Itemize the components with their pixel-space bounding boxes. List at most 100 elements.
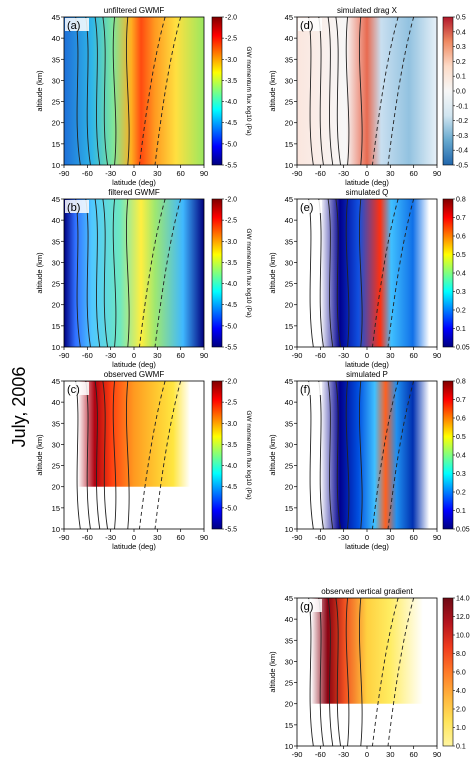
x-tick-label: -30 — [105, 351, 116, 360]
contour-line-solid — [358, 380, 363, 530]
colorbar-tick-label: -3.5 — [225, 78, 237, 85]
colorbar — [442, 198, 454, 348]
colorbar-tick-label: -3.0 — [225, 57, 237, 64]
panel-d: simulated drag X (d) -90 -60 -30 0 30 60 90 latit… — [268, 6, 468, 187]
x-tick-label: -30 — [338, 750, 349, 759]
contour-line-solid — [308, 16, 314, 166]
colorbar-tick-label: 0.2 — [456, 308, 466, 315]
y-tick-label: 15 — [285, 140, 293, 149]
colorbar-tick-label: 1.0 — [456, 725, 466, 732]
contour-line-solid — [85, 198, 91, 348]
colorbar-tick-label: -0.4 — [456, 148, 468, 155]
y-tick-label: 10 — [285, 525, 293, 534]
x-axis-label: latitude (deg) — [112, 542, 156, 551]
panel-b: filtered GWMF (b) -90 -60 -30 0 30 60 90 latitude… — [35, 188, 252, 369]
x-tick-label: 60 — [409, 533, 417, 542]
colorbar-tick-label: 8.0 — [456, 651, 466, 658]
panel-tag-box — [65, 382, 89, 395]
contour-line-solid — [112, 198, 117, 348]
panel-tag: (f) — [300, 384, 310, 396]
wind-contours — [75, 380, 182, 530]
colorbar — [442, 16, 454, 166]
colorbar-tick-label: -5.5 — [225, 527, 237, 534]
y-tick-label: 35 — [52, 419, 60, 428]
x-tick-label: -90 — [59, 351, 70, 360]
y-tick-label: 25 — [52, 98, 60, 107]
colorbar — [442, 380, 454, 530]
contour-line-solid — [327, 16, 334, 166]
y-tick-label: 30 — [285, 440, 293, 449]
colorbar-tick-label: -4.5 — [225, 484, 237, 491]
x-tick-label: 60 — [409, 750, 417, 759]
contour-line-dashed — [371, 198, 399, 348]
colorbar-tick-label: -3.0 — [225, 239, 237, 246]
x-tick-label: 0 — [132, 533, 136, 542]
contour-line-solid — [94, 380, 101, 530]
colorbar-tick-label: 10.0 — [456, 633, 470, 640]
colorbar — [442, 597, 454, 747]
y-tick-label: 40 — [285, 34, 293, 43]
colorbar-tick-label: -5.0 — [225, 323, 237, 330]
colorbar-tick-label: -2.5 — [225, 218, 237, 225]
colorbar-tick-label: 0.4 — [456, 29, 466, 36]
heatmap-field — [320, 199, 430, 347]
contour-line-solid — [125, 380, 130, 530]
y-axis-label: altitude (km) — [268, 70, 277, 112]
panel-c: observed GWMF (c) -90 -60 -30 0 30 60 90 latitude… — [35, 370, 252, 551]
y-axis-label: altitude (km) — [268, 651, 277, 693]
panel-tag-box — [298, 599, 322, 612]
contour-line-solid — [345, 16, 350, 166]
wind-contours — [308, 16, 415, 166]
heatmap-field — [311, 598, 423, 704]
y-tick-label: 30 — [285, 258, 293, 267]
contour-line-solid — [318, 16, 324, 166]
y-tick-label: 15 — [52, 322, 60, 331]
y-tick-label: 20 — [52, 301, 60, 310]
wind-contours — [308, 198, 415, 348]
colorbar-tick-label: -5.0 — [225, 505, 237, 512]
y-tick-label: 45 — [52, 195, 60, 204]
colorbar-tick-label: -2.0 — [225, 15, 237, 22]
colorbar-tick-label: -4.0 — [225, 99, 237, 106]
panel-a: unfiltered GWMF (a) -90 -60 -30 0 30 60 90 latitu… — [35, 6, 252, 187]
y-tick-label: 20 — [285, 301, 293, 310]
x-tick-label: 0 — [365, 533, 369, 542]
heatmap-field — [64, 17, 204, 165]
colorbar-tick-label: 2.0 — [456, 707, 466, 714]
y-tick-label: 40 — [52, 34, 60, 43]
colorbar-tick-label: -0.5 — [456, 163, 468, 170]
contour-line-dashed — [138, 380, 166, 530]
colorbar-tick-label: -0.3 — [456, 133, 468, 140]
y-tick-label: 20 — [52, 119, 60, 128]
heatmap-field — [78, 381, 190, 487]
x-tick-label: 30 — [153, 169, 161, 178]
y-tick-label: 45 — [285, 195, 293, 204]
panel-tag: (b) — [67, 202, 80, 214]
panel-g: observed vertical gradient (g) -90 -60 -30 0 3… — [268, 587, 470, 759]
colorbar-tick-label: -5.5 — [225, 345, 237, 352]
x-tick-label: -60 — [315, 169, 326, 178]
colorbar-tick-label: -2.0 — [225, 379, 237, 386]
x-tick-label: 90 — [200, 351, 208, 360]
contour-line-solid — [327, 597, 334, 747]
colorbar-tick-label: 0.5 — [456, 252, 466, 259]
y-tick-label: 35 — [285, 55, 293, 64]
y-tick-label: 10 — [285, 343, 293, 352]
y-tick-label: 45 — [52, 377, 60, 386]
heatmap-field — [320, 381, 430, 529]
x-tick-label: -60 — [315, 533, 326, 542]
contour-line-solid — [308, 380, 314, 530]
heatmap-field — [64, 199, 204, 347]
y-tick-label: 15 — [52, 140, 60, 149]
contour-line-dashed — [387, 380, 415, 530]
y-tick-label: 10 — [52, 161, 60, 170]
x-tick-label: 30 — [386, 351, 394, 360]
colorbar-tick-label: 0.1 — [456, 326, 466, 333]
x-tick-label: 30 — [386, 750, 394, 759]
colorbar-label: GW momentum flux log10 (Pa) — [245, 410, 252, 499]
colorbar-tick-label: 4.0 — [456, 688, 466, 695]
contour-line-solid — [345, 597, 350, 747]
y-tick-label: 30 — [52, 440, 60, 449]
colorbar-tick-label: 14.0 — [456, 596, 470, 603]
